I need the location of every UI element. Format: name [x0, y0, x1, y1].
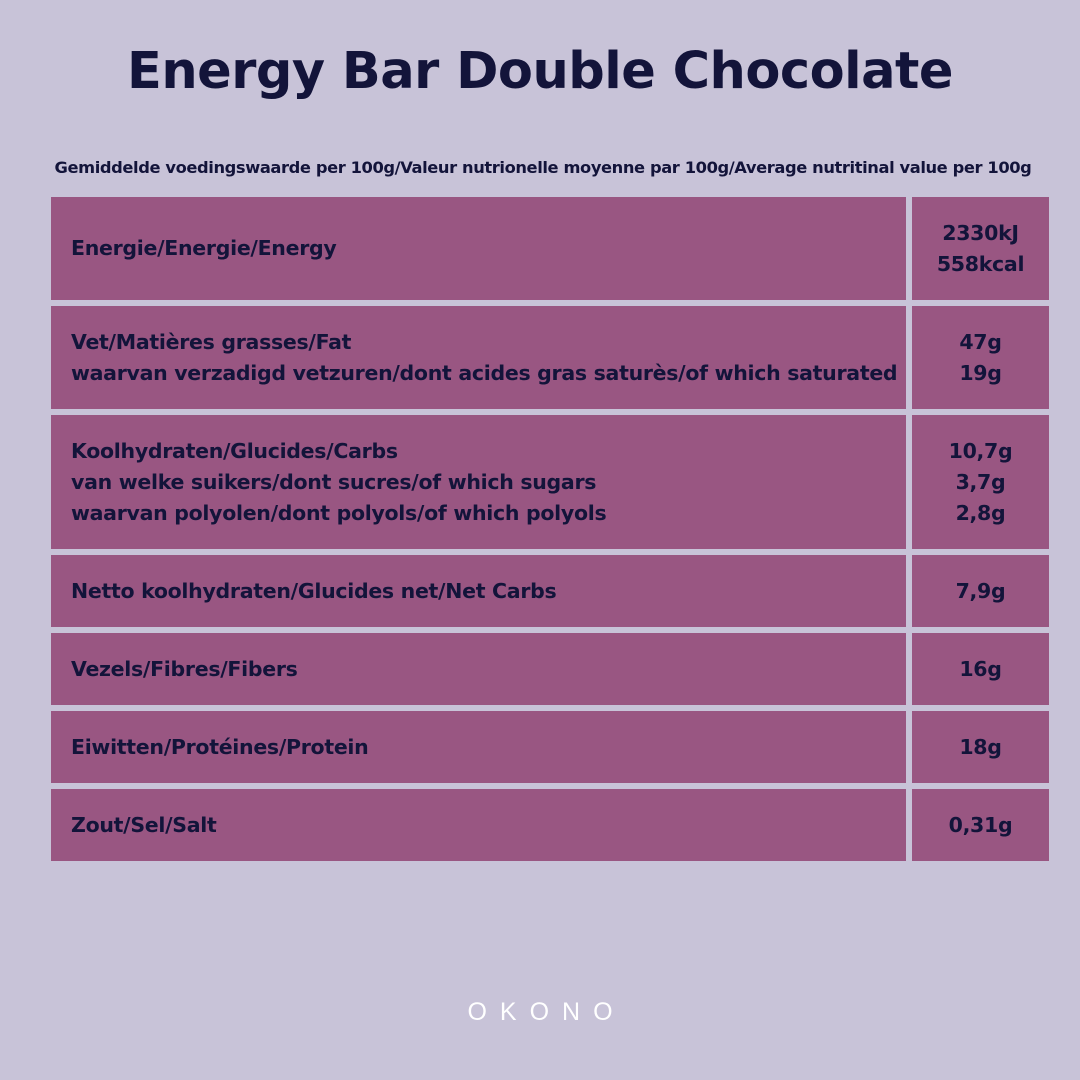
nutrient-label: Vet/Matières grasses/Fat: [71, 329, 352, 354]
nutrition-row-energy: Energie/Energie/Energy 2330kJ 558kcal: [51, 197, 1049, 300]
nutrient-sublabel: van welke suikers/dont sucres/of which s…: [71, 469, 597, 494]
nutrient-label-cell: Vezels/Fibres/Fibers: [51, 633, 906, 705]
nutrient-value-cell: 7,9g: [912, 555, 1049, 627]
nutrient-label: Netto koolhydraten/Glucides net/Net Carb…: [71, 578, 557, 603]
nutrient-value: 18g: [959, 734, 1002, 759]
nutrient-value: 16g: [959, 656, 1002, 681]
nutrient-label-cell: Vet/Matières grasses/Fat waarvan verzadi…: [51, 306, 906, 409]
nutrient-label: Vezels/Fibres/Fibers: [71, 656, 298, 681]
nutrition-row-fibers: Vezels/Fibres/Fibers 16g: [51, 633, 1049, 705]
nutrient-label-cell: Energie/Energie/Energy: [51, 197, 906, 300]
page-title: Energy Bar Double Chocolate: [126, 42, 954, 101]
nutrient-label-cell: Zout/Sel/Salt: [51, 789, 906, 861]
nutrition-row-net-carbs: Netto koolhydraten/Glucides net/Net Carb…: [51, 555, 1049, 627]
nutrient-value-cell: 0,31g: [912, 789, 1049, 861]
nutrient-label-cell: Koolhydraten/Glucides/Carbs van welke su…: [51, 415, 906, 549]
table-caption: Gemiddelde voedingswaarde per 100g/Valeu…: [54, 158, 1032, 177]
nutrient-value: 19g: [959, 360, 1002, 385]
nutrition-row-protein: Eiwitten/Protéines/Protein 18g: [51, 711, 1049, 783]
nutrient-label: Koolhydraten/Glucides/Carbs: [71, 438, 398, 463]
nutrition-table: Energie/Energie/Energy 2330kJ 558kcal Ve…: [51, 197, 1049, 867]
nutrition-row-fat: Vet/Matières grasses/Fat waarvan verzadi…: [51, 306, 1049, 409]
nutrition-row-salt: Zout/Sel/Salt 0,31g: [51, 789, 1049, 861]
nutrient-value-cell: 10,7g 3,7g 2,8g: [912, 415, 1049, 549]
nutrition-row-carbs: Koolhydraten/Glucides/Carbs van welke su…: [51, 415, 1049, 549]
nutrient-value-cell: 16g: [912, 633, 1049, 705]
nutrient-value-cell: 2330kJ 558kcal: [912, 197, 1049, 300]
nutrient-value: 47g: [959, 329, 1002, 354]
nutrient-sublabel: waarvan verzadigd vetzuren/dont acides g…: [71, 360, 898, 385]
nutrient-value: 558kcal: [936, 251, 1025, 276]
nutrient-label: Energie/Energie/Energy: [71, 236, 337, 260]
nutrient-value-cell: 47g 19g: [912, 306, 1049, 409]
nutrient-label: Zout/Sel/Salt: [71, 812, 217, 837]
brand-logo: OKONO: [467, 998, 626, 1026]
nutrient-label-cell: Eiwitten/Protéines/Protein: [51, 711, 906, 783]
nutrient-value: 3,7g: [955, 469, 1006, 494]
nutrient-value: 2,8g: [955, 500, 1006, 525]
nutrient-value: 2330kJ: [942, 220, 1019, 245]
nutrient-value: 0,31g: [948, 812, 1013, 837]
nutrient-value: 10,7g: [948, 438, 1013, 463]
nutrient-value-cell: 18g: [912, 711, 1049, 783]
nutrient-label: Eiwitten/Protéines/Protein: [71, 734, 369, 759]
nutrient-label-cell: Netto koolhydraten/Glucides net/Net Carb…: [51, 555, 906, 627]
nutrient-sublabel: waarvan polyolen/dont polyols/of which p…: [71, 500, 607, 525]
nutrient-value: 7,9g: [955, 578, 1006, 603]
